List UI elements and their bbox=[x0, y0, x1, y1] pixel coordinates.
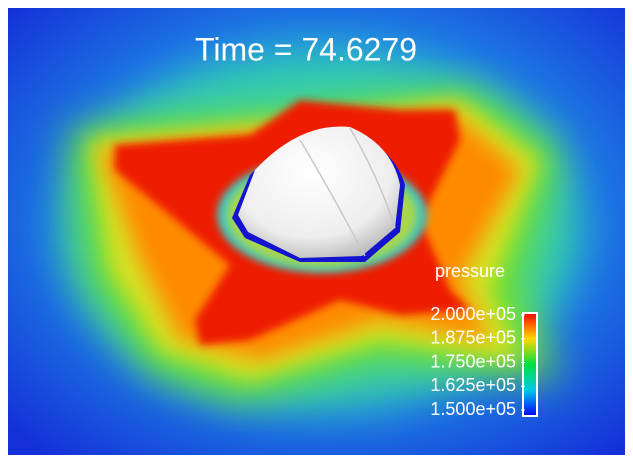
colorbar-tick-label: 1.500e+05 bbox=[430, 399, 516, 419]
colorbar-title: pressure bbox=[435, 261, 505, 281]
colorbar-tick-label: 1.875e+05 bbox=[430, 328, 516, 348]
colorbar-tick-label: 1.750e+05 bbox=[430, 351, 516, 371]
colorbar-tick-label: 1.625e+05 bbox=[430, 375, 516, 395]
colorbar-tick-label: 2.000e+05 bbox=[430, 304, 516, 324]
dome bbox=[232, 126, 405, 262]
colorbar bbox=[522, 312, 538, 417]
time-title: Time = 74.6279 bbox=[195, 31, 417, 67]
